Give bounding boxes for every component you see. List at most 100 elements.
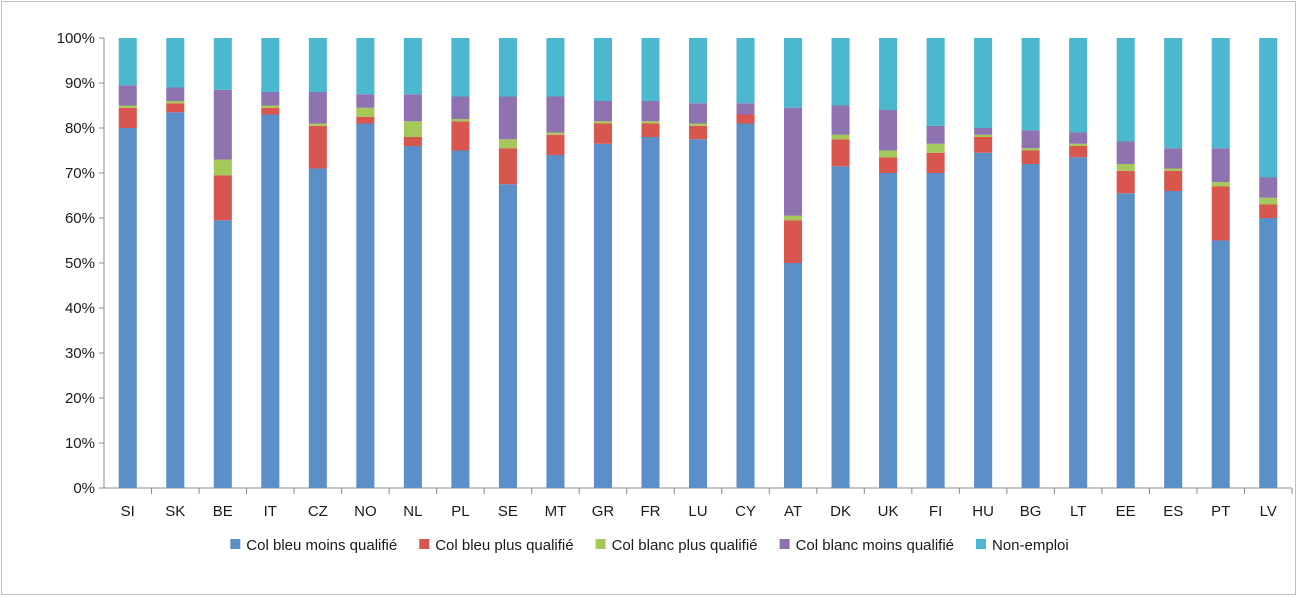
bar-segment-be-s0 bbox=[213, 220, 232, 488]
bar-segment-gr-s0 bbox=[593, 143, 612, 488]
bar-segment-dk-s2 bbox=[831, 134, 850, 140]
bar-segment-es-s3 bbox=[1164, 148, 1183, 169]
bar-segment-se-s0 bbox=[498, 184, 517, 488]
bar-segment-es-s4 bbox=[1164, 38, 1183, 149]
x-tick-label-pt: PT bbox=[1211, 503, 1230, 520]
bar-segment-sk-s0 bbox=[166, 112, 185, 488]
bar-segment-hu-s2 bbox=[974, 134, 993, 137]
bar-segment-ee-s2 bbox=[1116, 164, 1135, 171]
bar-segment-uk-s4 bbox=[879, 38, 898, 110]
bar-segment-gr-s4 bbox=[593, 38, 612, 101]
bar-segment-uk-s1 bbox=[879, 157, 898, 173]
bar-segment-mt-s0 bbox=[546, 155, 565, 488]
bar-segment-it-s1 bbox=[261, 107, 280, 115]
bar-segment-be-s3 bbox=[213, 89, 232, 160]
bar-segment-it-s4 bbox=[261, 38, 280, 92]
x-tick-label-be: BE bbox=[213, 503, 233, 520]
bar-segment-es-s0 bbox=[1164, 191, 1183, 488]
bar-segment-fi-s1 bbox=[926, 152, 945, 173]
x-tick-label-nl: NL bbox=[403, 503, 422, 520]
x-tick-label-at: AT bbox=[784, 503, 802, 520]
legend-swatch-3 bbox=[779, 539, 790, 549]
x-tick-label-uk: UK bbox=[878, 503, 899, 520]
bar-segment-si-s4 bbox=[118, 38, 137, 86]
bar-segment-se-s4 bbox=[498, 38, 517, 97]
bar-segment-pt-s1 bbox=[1211, 186, 1230, 241]
x-tick-label-pl: PL bbox=[451, 503, 469, 520]
bar-segment-at-s0 bbox=[784, 263, 803, 488]
bar-segment-pl-s4 bbox=[451, 38, 470, 97]
y-tick-label: 50% bbox=[65, 255, 95, 272]
bar-segment-at-s4 bbox=[784, 38, 803, 108]
x-tick-label-sk: SK bbox=[165, 503, 185, 520]
bar-segment-nl-s4 bbox=[403, 38, 422, 95]
bar-segment-lt-s4 bbox=[1069, 38, 1088, 133]
bar-segment-at-s2 bbox=[784, 215, 803, 221]
y-tick-label: 100% bbox=[57, 30, 95, 47]
bar-segment-lu-s2 bbox=[688, 123, 708, 126]
legend-swatch-4 bbox=[976, 539, 986, 549]
x-tick-label-hu: HU bbox=[972, 503, 994, 520]
bar-segment-lv-s4 bbox=[1259, 38, 1278, 178]
bar-segment-lu-s3 bbox=[688, 103, 708, 124]
bar-segment-es-s1 bbox=[1164, 170, 1183, 191]
bar-segment-gr-s2 bbox=[593, 121, 612, 124]
bar-segment-pt-s4 bbox=[1211, 38, 1230, 149]
bar-segment-at-s3 bbox=[784, 107, 803, 216]
legend-label-0: Col bleu moins qualifié bbox=[246, 537, 397, 554]
bar-segment-fr-s2 bbox=[641, 121, 660, 124]
bar-segment-si-s1 bbox=[118, 107, 137, 128]
x-tick-label-lu: LU bbox=[688, 503, 707, 520]
bar-segment-no-s0 bbox=[356, 123, 375, 488]
bar-segment-gr-s3 bbox=[593, 101, 612, 122]
bar-segment-be-s1 bbox=[213, 175, 232, 221]
bar-segment-lt-s1 bbox=[1069, 146, 1088, 158]
bar-segment-nl-s1 bbox=[403, 137, 422, 146]
bar-segment-cz-s1 bbox=[308, 125, 327, 169]
bar-segment-mt-s2 bbox=[546, 132, 565, 135]
legend-swatch-1 bbox=[419, 539, 430, 549]
bar-segment-dk-s0 bbox=[831, 166, 850, 488]
legend-swatch-2 bbox=[595, 539, 606, 549]
bar-segment-se-s2 bbox=[498, 139, 517, 149]
legend-label-2: Col blanc plus qualifié bbox=[612, 537, 758, 554]
bar-segment-mt-s4 bbox=[546, 38, 565, 97]
bar-segment-it-s0 bbox=[261, 114, 280, 488]
x-tick-label-ee: EE bbox=[1116, 503, 1136, 520]
x-tick-label-fi: FI bbox=[929, 503, 942, 520]
bar-segment-mt-s3 bbox=[546, 96, 565, 133]
bar-segment-gr-s1 bbox=[593, 123, 612, 144]
x-tick-label-dk: DK bbox=[830, 503, 851, 520]
bar-segment-be-s4 bbox=[213, 38, 232, 90]
bar-segment-cy-s0 bbox=[736, 123, 755, 488]
bar-segment-nl-s0 bbox=[403, 146, 422, 488]
bar-segment-si-s3 bbox=[118, 85, 137, 106]
y-tick-label: 70% bbox=[65, 165, 95, 182]
bar-segment-lu-s0 bbox=[688, 139, 708, 488]
bar-segment-pl-s1 bbox=[451, 121, 470, 151]
bar-segment-bg-s1 bbox=[1021, 150, 1040, 164]
bar-segment-fi-s3 bbox=[926, 125, 945, 144]
y-tick-label: 30% bbox=[65, 345, 95, 362]
x-tick-label-cy: CY bbox=[735, 503, 756, 520]
bar-segment-pt-s0 bbox=[1211, 240, 1230, 488]
x-tick-label-mt: MT bbox=[545, 503, 567, 520]
bar-segment-lv-s2 bbox=[1259, 197, 1278, 205]
bar-segment-lv-s0 bbox=[1259, 218, 1278, 488]
x-tick-label-no: NO bbox=[354, 503, 377, 520]
x-tick-label-fr: FR bbox=[640, 503, 660, 520]
bar-segment-uk-s2 bbox=[879, 150, 898, 158]
bar-segment-at-s1 bbox=[784, 220, 803, 263]
bar-segment-mt-s1 bbox=[546, 134, 565, 155]
bar-segment-lv-s1 bbox=[1259, 204, 1278, 218]
bar-segment-fr-s4 bbox=[641, 38, 660, 101]
x-tick-label-cz: CZ bbox=[308, 503, 328, 520]
legend-label-1: Col bleu plus qualifié bbox=[435, 537, 573, 554]
bar-segment-it-s2 bbox=[261, 105, 280, 108]
bar-segment-fi-s2 bbox=[926, 143, 945, 153]
bar-segment-bg-s0 bbox=[1021, 164, 1040, 488]
bar-segment-pt-s3 bbox=[1211, 148, 1230, 182]
bar-segment-cy-s1 bbox=[736, 114, 755, 124]
